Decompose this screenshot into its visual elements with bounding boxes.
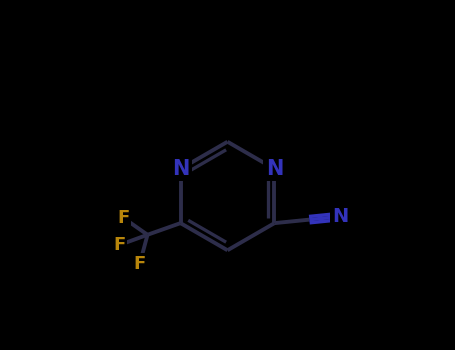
Text: F: F xyxy=(113,236,126,254)
Text: N: N xyxy=(172,159,189,179)
Text: N: N xyxy=(266,159,283,179)
Text: F: F xyxy=(117,209,129,227)
Text: N: N xyxy=(332,207,348,226)
Text: F: F xyxy=(134,254,146,273)
